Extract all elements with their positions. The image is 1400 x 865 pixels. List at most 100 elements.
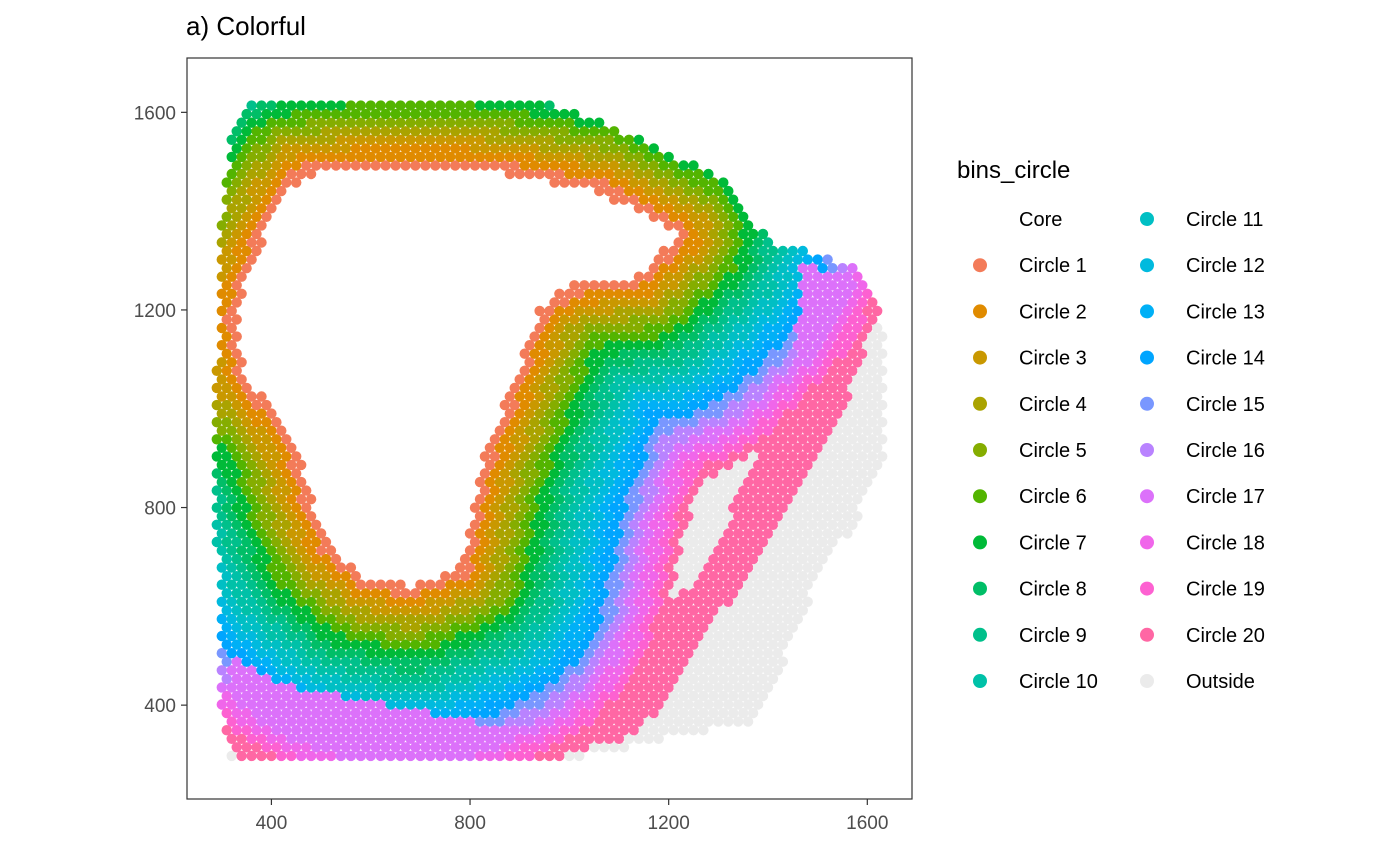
spot-point — [281, 605, 292, 616]
spot-point — [762, 545, 774, 556]
spot-point — [445, 579, 456, 590]
spot-point — [236, 459, 247, 471]
spot-point — [266, 494, 277, 505]
spot-point — [216, 254, 227, 265]
spot-point — [390, 707, 401, 719]
spot-point — [623, 648, 635, 659]
spot-point — [549, 707, 560, 719]
spot-point — [504, 100, 515, 111]
spot-point — [579, 143, 590, 154]
spot-point — [812, 322, 823, 334]
spot-point — [623, 476, 635, 488]
spot-point — [847, 502, 858, 513]
spot-point — [852, 357, 863, 368]
spot-point — [638, 365, 649, 376]
spot-point — [241, 588, 252, 599]
spot-point — [365, 630, 376, 642]
spot-point — [569, 434, 580, 445]
spot-point — [305, 648, 317, 659]
spot-point — [261, 485, 272, 496]
spot-point — [559, 314, 570, 325]
spot-point — [559, 451, 570, 462]
spot-point — [499, 126, 510, 137]
spot-point — [519, 143, 530, 154]
spot-point — [782, 374, 794, 385]
spot-point — [613, 562, 625, 573]
spot-point — [266, 459, 277, 471]
spot-point — [638, 399, 649, 411]
spot-point — [499, 571, 510, 582]
spot-point — [663, 648, 674, 659]
spot-point — [638, 417, 649, 428]
spot-point — [837, 485, 848, 496]
spot-point — [489, 656, 501, 667]
spot-point — [405, 648, 416, 659]
spot-point — [469, 160, 481, 171]
spot-point — [703, 682, 714, 693]
spot-point — [594, 391, 605, 402]
spot-point — [529, 571, 540, 582]
spot-point — [777, 468, 789, 479]
spot-point — [663, 476, 674, 488]
spot-point — [762, 271, 774, 282]
spot-point — [733, 340, 744, 351]
spot-point — [554, 528, 565, 539]
spot-point — [728, 502, 739, 513]
spot-point — [628, 725, 640, 736]
spot-point — [474, 648, 486, 659]
spot-point — [509, 605, 520, 616]
spot-point — [713, 322, 724, 334]
spot-point — [762, 511, 774, 522]
spot-point — [628, 297, 640, 308]
spot-point — [385, 117, 396, 128]
spot-point — [211, 434, 222, 445]
spot-point — [529, 126, 540, 137]
spot-point — [554, 168, 565, 180]
spot-point — [832, 442, 843, 453]
spot-point — [216, 528, 227, 539]
spot-point — [499, 742, 510, 753]
spot-point — [246, 425, 257, 436]
spot-point — [703, 459, 714, 471]
legend-label: Circle 13 — [1186, 301, 1265, 323]
spot-point — [435, 613, 446, 625]
spot-point — [663, 357, 674, 368]
spot-point — [698, 177, 709, 188]
spot-point — [320, 571, 332, 582]
spot-point — [489, 468, 501, 479]
spot-point — [494, 425, 505, 436]
spot-points — [211, 100, 888, 762]
spot-point — [638, 690, 649, 702]
spot-point — [251, 399, 262, 411]
spot-point — [544, 562, 555, 573]
spot-point — [643, 408, 654, 419]
spot-point — [459, 622, 471, 633]
spot-point — [728, 245, 739, 257]
spot-point — [415, 750, 426, 762]
spot-point — [564, 288, 575, 299]
spot-point — [862, 374, 873, 385]
spot-point — [603, 648, 615, 659]
spot-point — [405, 613, 416, 625]
spot-point — [598, 365, 610, 376]
spot-point — [877, 382, 888, 394]
spot-point — [494, 494, 505, 505]
spot-point — [608, 690, 620, 702]
spot-point — [569, 742, 580, 753]
spot-point — [713, 459, 724, 471]
spot-point — [529, 348, 540, 359]
spot-point — [742, 682, 754, 693]
spot-point — [251, 571, 262, 582]
spot-point — [613, 408, 625, 419]
legend-key — [1140, 443, 1154, 457]
spot-point — [698, 639, 709, 650]
spot-point — [752, 665, 764, 676]
spot-point — [703, 494, 714, 505]
spot-point — [877, 451, 888, 462]
spot-point — [742, 357, 754, 368]
spot-point — [539, 519, 550, 530]
spot-point — [370, 639, 381, 650]
spot-point — [633, 374, 645, 385]
spot-point — [762, 579, 774, 590]
spot-point — [271, 742, 282, 753]
